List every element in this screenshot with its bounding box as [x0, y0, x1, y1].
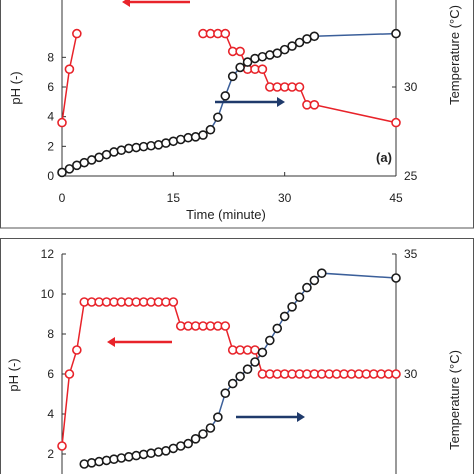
- ph-point: [391, 369, 401, 379]
- y-tick-label: 6: [47, 367, 54, 381]
- x-tick-label: 0: [59, 191, 66, 205]
- temperature-point: [57, 167, 67, 178]
- panel-a-plot: 0 2 4 6 8 25 30 0 15 30 45: [47, 0, 418, 205]
- ph-point: [294, 82, 305, 92]
- ph-point: [220, 28, 231, 39]
- x-tick-label: 45: [389, 191, 403, 205]
- ph-point: [220, 321, 231, 331]
- ph-point: [309, 100, 320, 110]
- panel-a-label: (a): [376, 150, 392, 165]
- temperature-point: [64, 164, 75, 174]
- panel-b-y2label: Temperature (°C): [447, 350, 462, 450]
- ph-point: [64, 369, 75, 379]
- panel-a-y2label: Temperature (°C): [447, 5, 462, 105]
- y-tick-label: 2: [47, 139, 54, 153]
- ph-point: [57, 117, 67, 128]
- ph-point: [72, 345, 82, 355]
- x-tick-label: 15: [167, 191, 181, 205]
- temperature-point: [257, 347, 268, 358]
- temperature-point: [242, 57, 253, 67]
- temperature-point: [213, 412, 223, 423]
- y2-tick-label: 25: [404, 169, 418, 183]
- y-tick-label: 4: [47, 110, 54, 124]
- y2-tick-label: 30: [404, 367, 418, 381]
- ph-axis-arrow: [107, 337, 172, 347]
- y-tick-label: 6: [47, 80, 54, 94]
- panel-b: 2 4 6 8 10 12 30 35 pH (-) Temperature (°C): [0, 238, 474, 474]
- y-tick-label: 8: [47, 50, 54, 64]
- temperature-point: [294, 292, 305, 303]
- y-tick-label: 10: [41, 287, 55, 301]
- temperature-point: [309, 275, 320, 286]
- temperature-point: [391, 28, 401, 39]
- temperature-point: [272, 48, 283, 58]
- ph-point: [391, 117, 401, 128]
- temperature-point: [235, 371, 245, 382]
- temperature-point: [205, 124, 216, 135]
- ph-axis-arrow-head: [107, 337, 115, 347]
- temperature-point: [190, 433, 201, 444]
- ph-point: [257, 64, 268, 74]
- temperature-axis-arrow-head: [277, 97, 285, 107]
- y-tick-label: 2: [47, 447, 54, 461]
- x-tick-label: 30: [278, 191, 292, 205]
- temperature-axis-arrow: [215, 97, 285, 107]
- temperature-point: [272, 323, 283, 334]
- temperature-point: [316, 268, 327, 279]
- temperature-point: [309, 31, 320, 42]
- temperature-point: [220, 388, 231, 399]
- temperature-point: [287, 301, 297, 312]
- temperature-point: [294, 37, 305, 48]
- ph-axis-arrow-head: [122, 0, 130, 7]
- y-tick-label: 4: [47, 407, 54, 421]
- ph-line: [61, 33, 78, 123]
- temperature-point: [279, 311, 290, 322]
- ph-point: [235, 46, 245, 57]
- temperature-point: [213, 112, 223, 123]
- temperature-point: [205, 423, 216, 433]
- y-tick-label: 12: [41, 247, 55, 261]
- temperature-axis-arrow-head: [297, 412, 305, 422]
- temperature-point: [198, 130, 208, 140]
- ph-point: [72, 28, 82, 39]
- temperature-point: [250, 357, 260, 367]
- y-tick-label: 8: [47, 327, 54, 341]
- temperature-point: [391, 273, 401, 283]
- panel-b-plot: 2 4 6 8 10 12 30 35: [41, 247, 418, 474]
- temperature-point: [265, 335, 275, 346]
- panel-a: 0 2 4 6 8 25 30 0 15 30 45 (a) Time (minute) pH (-…: [0, 0, 474, 229]
- panel-a-ylabel: pH (-): [8, 71, 23, 104]
- temperature-axis-arrow: [236, 412, 305, 422]
- ph-axis-arrow: [122, 0, 190, 7]
- temperature-point: [227, 71, 238, 82]
- panel-b-ylabel: pH (-): [6, 358, 21, 391]
- y-tick-label: 0: [47, 169, 54, 183]
- y2-tick-label: 30: [404, 80, 418, 94]
- ph-point: [168, 297, 179, 307]
- temperature-point: [198, 429, 208, 439]
- temperature-point: [220, 91, 231, 101]
- temperature-point: [227, 378, 238, 389]
- temperature-point: [302, 282, 312, 293]
- ph-point: [57, 441, 67, 451]
- temperature-point: [242, 364, 253, 375]
- temperature-point: [279, 44, 290, 55]
- temperature-point: [235, 62, 245, 73]
- y2-tick-label: 35: [404, 247, 418, 261]
- temperature-point: [287, 41, 297, 51]
- ph-point: [64, 64, 75, 74]
- temperature-point: [183, 438, 193, 449]
- panel-b-frame: [0, 238, 474, 474]
- panel-a-xlabel: Time (minute): [186, 207, 266, 222]
